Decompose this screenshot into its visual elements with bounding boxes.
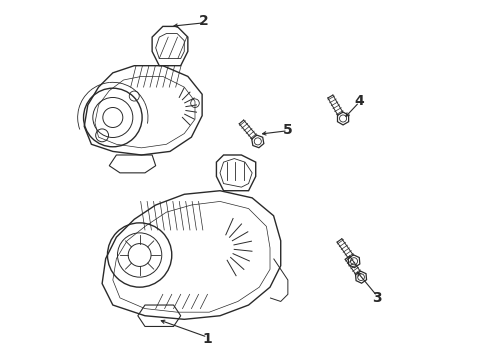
Text: 1: 1 [203,332,212,346]
Text: 3: 3 [372,291,382,305]
Text: 2: 2 [199,14,209,28]
Text: 4: 4 [354,94,364,108]
Text: 5: 5 [283,123,293,137]
